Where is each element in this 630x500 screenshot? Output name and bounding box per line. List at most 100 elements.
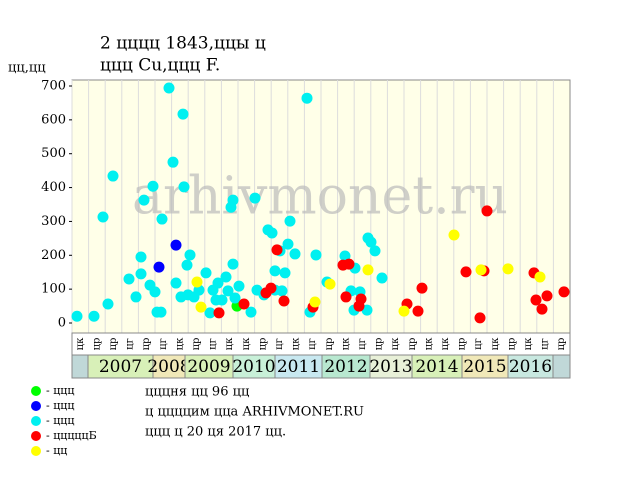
y-axis-label: цц,цц [8,61,46,76]
year-label: 2010 [232,357,275,377]
point [149,286,161,298]
point [155,306,167,318]
column-label: цг [208,338,219,350]
column-label: цк [224,337,235,350]
point [474,312,486,324]
y-tick-label: 100 [41,282,66,297]
point [177,108,189,120]
point [355,293,367,305]
column-label: цк [523,337,534,350]
point [227,258,239,270]
column-label: цр [141,338,152,351]
column-label: цк [291,337,302,350]
point [376,272,388,284]
point [213,307,225,319]
column-label: цк [75,337,86,350]
point [339,250,351,262]
point [249,192,261,204]
point [156,213,168,225]
legend-swatch [31,386,41,396]
column-label: цк [241,337,252,350]
legend-swatch [31,401,41,411]
point [398,305,410,317]
point [534,271,546,283]
legend-swatch [31,416,41,426]
point [123,273,135,285]
column-label: цр [108,338,119,351]
note: ц ццццим ццa ARHIVMONET.RU [145,405,364,420]
year-label: 2008 [147,357,190,377]
point [238,298,250,310]
point [282,238,294,250]
point [340,291,352,303]
column-label: цр [556,338,567,351]
legend-label: - ццц [46,414,74,427]
point [167,156,179,168]
y-tick-label: 300 [41,214,66,229]
year-label: 2009 [187,357,230,377]
year-label: 2012 [324,357,367,377]
year-label: 2011 [277,357,320,377]
point [107,170,119,182]
column-label: цр [191,338,202,351]
column-label: цр [506,338,517,351]
note: ццц ц 20 ця 2017 цц. [145,425,286,440]
y-tick-label: 700 [41,79,66,94]
point [365,236,377,248]
column-label: цг [125,338,136,350]
point [227,194,239,206]
point [170,239,182,251]
chart-subtitle: ццц Cu,ццц F. [100,56,220,76]
column-label: цг [473,338,484,350]
point [324,278,336,290]
y-tick-label: 500 [41,146,66,161]
point [97,211,109,223]
column-label: цр [407,338,418,351]
chart-title: 2 цццц 1843,ццы ц [100,34,266,54]
column-label: цк [174,337,185,350]
note: цццня цц 96 цц [145,385,249,400]
y-tick-label: 400 [41,180,66,195]
legend-label: - цц [46,444,67,457]
y-tick-label: 0 [58,316,66,331]
column-label: цр [91,338,102,351]
point [184,249,196,261]
point [135,268,147,280]
point [481,205,493,217]
point [269,265,281,277]
legend-label: - ццц [46,399,74,412]
legend-label: - ццц [46,384,74,397]
point [245,306,257,318]
point [170,277,182,289]
point [475,264,487,276]
point [178,181,190,193]
legend-label: - цццццБ [46,429,97,442]
point [301,92,313,104]
point [558,286,570,298]
point [212,277,224,289]
column-label: цр [374,338,385,351]
point [71,310,83,322]
point [309,296,321,308]
year-label: 2007 [99,357,142,377]
legend-swatch [31,431,41,441]
point [278,295,290,307]
point [216,294,228,306]
point [102,298,114,310]
column-label: цг [158,338,169,350]
column-label: цк [490,337,501,350]
point [276,285,288,297]
point [541,290,553,302]
point [266,227,278,239]
column-label: цг [274,338,285,350]
column-label: цг [357,338,368,350]
point [220,271,232,283]
point [362,264,374,276]
point [204,307,216,319]
point [265,282,277,294]
year-label: 2014 [415,357,458,377]
point [222,285,234,297]
year-label: 2015 [463,357,506,377]
year-label: 2016 [509,357,552,377]
